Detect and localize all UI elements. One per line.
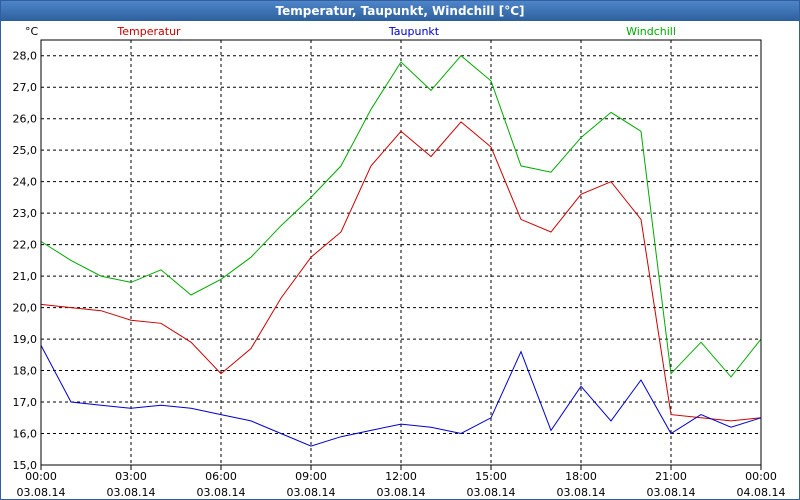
y-tick-label: 23,0 — [13, 207, 38, 220]
x-tick-date: 04.08.14 — [737, 486, 786, 499]
y-axis-label: °C — [25, 25, 39, 38]
y-tick-label: 21,0 — [13, 270, 38, 283]
plot-frame — [40, 39, 762, 466]
x-tick-date: 03.08.14 — [377, 486, 426, 499]
x-tick-date: 03.08.14 — [17, 486, 66, 499]
x-tick-time: 12:00 — [385, 470, 417, 483]
y-tick-label: 15,0 — [13, 459, 38, 472]
y-tick-label: 18,0 — [13, 365, 38, 378]
legend-windchill: Windchill — [626, 25, 676, 38]
y-tick-label: 24,0 — [13, 176, 38, 189]
x-tick-time: 00:00 — [25, 470, 57, 483]
y-tick-label: 26,0 — [13, 113, 38, 126]
window-title: Temperatur, Taupunkt, Windchill [°C] — [1, 1, 799, 21]
x-tick-time: 00:00 — [745, 470, 777, 483]
x-tick-date: 03.08.14 — [467, 486, 516, 499]
y-tick-label: 19,0 — [13, 333, 38, 346]
x-tick-time: 03:00 — [115, 470, 147, 483]
legend-temperatur: Temperatur — [116, 25, 181, 38]
x-tick-date: 03.08.14 — [197, 486, 246, 499]
series-line-taupunkt — [40, 345, 762, 447]
y-tick-label: 25,0 — [13, 144, 38, 157]
y-tick-label: 22,0 — [13, 239, 38, 252]
x-tick-date: 03.08.14 — [287, 486, 336, 499]
x-tick-date: 03.08.14 — [647, 486, 696, 499]
legend-taupunkt: Taupunkt — [388, 25, 440, 38]
x-tick-date: 03.08.14 — [107, 486, 156, 499]
y-tick-label: 17,0 — [13, 396, 38, 409]
x-tick-time: 06:00 — [205, 470, 237, 483]
x-tick-time: 18:00 — [565, 470, 597, 483]
y-tick-label: 27,0 — [13, 81, 38, 94]
x-tick-time: 21:00 — [655, 470, 687, 483]
y-tick-label: 28,0 — [13, 50, 38, 63]
y-tick-label: 16,0 — [13, 428, 38, 441]
series-line-windchill — [40, 55, 762, 378]
x-tick-time: 15:00 — [475, 470, 507, 483]
line-chart: 15,0 16,0 17,0 18,0 19,0 20,0 21,0 22,0 23,0 24,0… — [13, 25, 786, 499]
x-tick-time: 09:00 — [295, 470, 327, 483]
x-tick-date: 03.08.14 — [557, 486, 606, 499]
y-tick-label: 20,0 — [13, 302, 38, 315]
series-line-temperatur — [40, 121, 762, 422]
